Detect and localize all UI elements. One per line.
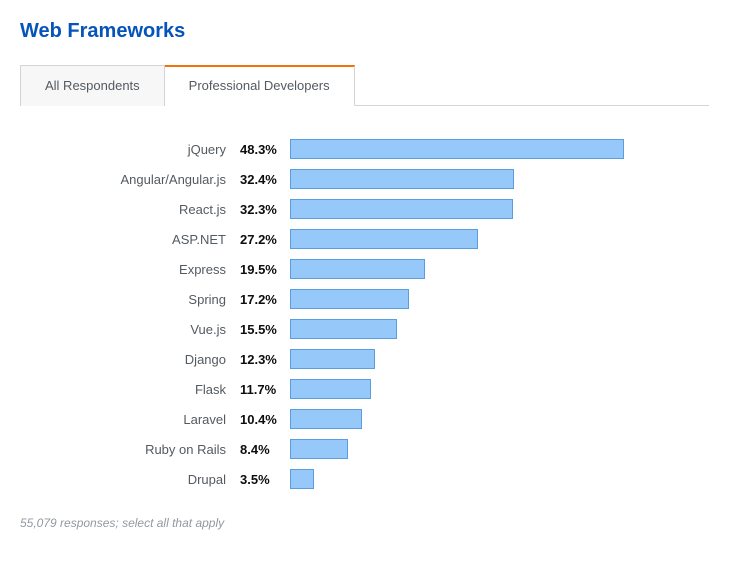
bar-track [290, 409, 670, 429]
tab-all-respondents[interactable]: All Respondents [20, 65, 165, 106]
bar-value: 12.3% [240, 352, 290, 367]
bar-label: Laravel [30, 412, 240, 427]
bar-fill [290, 409, 362, 429]
bar-value: 11.7% [240, 382, 290, 397]
chart-row: Spring17.2% [30, 284, 709, 314]
bar-value: 15.5% [240, 322, 290, 337]
chart-row: Laravel10.4% [30, 404, 709, 434]
bar-fill [290, 199, 513, 219]
tabs-container: All Respondents Professional Developers [20, 65, 709, 106]
bar-label: Drupal [30, 472, 240, 487]
tab-professional-developers[interactable]: Professional Developers [165, 65, 355, 106]
footnote: 55,079 responses; select all that apply [20, 516, 709, 530]
bar-track [290, 229, 670, 249]
bar-value: 17.2% [240, 292, 290, 307]
bar-track [290, 289, 670, 309]
bar-value: 32.4% [240, 172, 290, 187]
bar-track [290, 469, 670, 489]
chart-row: Angular/Angular.js32.4% [30, 164, 709, 194]
chart-row: Flask11.7% [30, 374, 709, 404]
chart-row: Ruby on Rails8.4% [30, 434, 709, 464]
bar-label: React.js [30, 202, 240, 217]
bar-track [290, 259, 670, 279]
bar-fill [290, 349, 375, 369]
bar-value: 32.3% [240, 202, 290, 217]
bar-track [290, 319, 670, 339]
page-title: Web Frameworks [20, 20, 709, 43]
bar-label: Vue.js [30, 322, 240, 337]
bar-fill [290, 169, 514, 189]
chart-row: ASP.NET27.2% [30, 224, 709, 254]
chart-row: Express19.5% [30, 254, 709, 284]
bar-value: 8.4% [240, 442, 290, 457]
bar-track [290, 169, 670, 189]
bar-track [290, 349, 670, 369]
bar-track [290, 379, 670, 399]
bar-label: Express [30, 262, 240, 277]
bar-label: Angular/Angular.js [30, 172, 240, 187]
chart-row: React.js32.3% [30, 194, 709, 224]
bar-fill [290, 439, 348, 459]
bar-label: Flask [30, 382, 240, 397]
bar-fill [290, 139, 624, 159]
bar-fill [290, 319, 397, 339]
bar-label: Ruby on Rails [30, 442, 240, 457]
chart-row: Django12.3% [30, 344, 709, 374]
bar-chart: jQuery48.3%Angular/Angular.js32.4%React.… [20, 134, 709, 494]
bar-value: 10.4% [240, 412, 290, 427]
bar-fill [290, 229, 478, 249]
bar-track [290, 199, 670, 219]
bar-fill [290, 379, 371, 399]
chart-row: Drupal3.5% [30, 464, 709, 494]
bar-value: 19.5% [240, 262, 290, 277]
bar-fill [290, 259, 425, 279]
bar-label: Django [30, 352, 240, 367]
bar-value: 27.2% [240, 232, 290, 247]
chart-row: jQuery48.3% [30, 134, 709, 164]
bar-track [290, 139, 670, 159]
bar-label: jQuery [30, 142, 240, 157]
bar-value: 48.3% [240, 142, 290, 157]
bar-fill [290, 289, 409, 309]
bar-label: Spring [30, 292, 240, 307]
bar-label: ASP.NET [30, 232, 240, 247]
bar-fill [290, 469, 314, 489]
chart-row: Vue.js15.5% [30, 314, 709, 344]
bar-track [290, 439, 670, 459]
bar-value: 3.5% [240, 472, 290, 487]
